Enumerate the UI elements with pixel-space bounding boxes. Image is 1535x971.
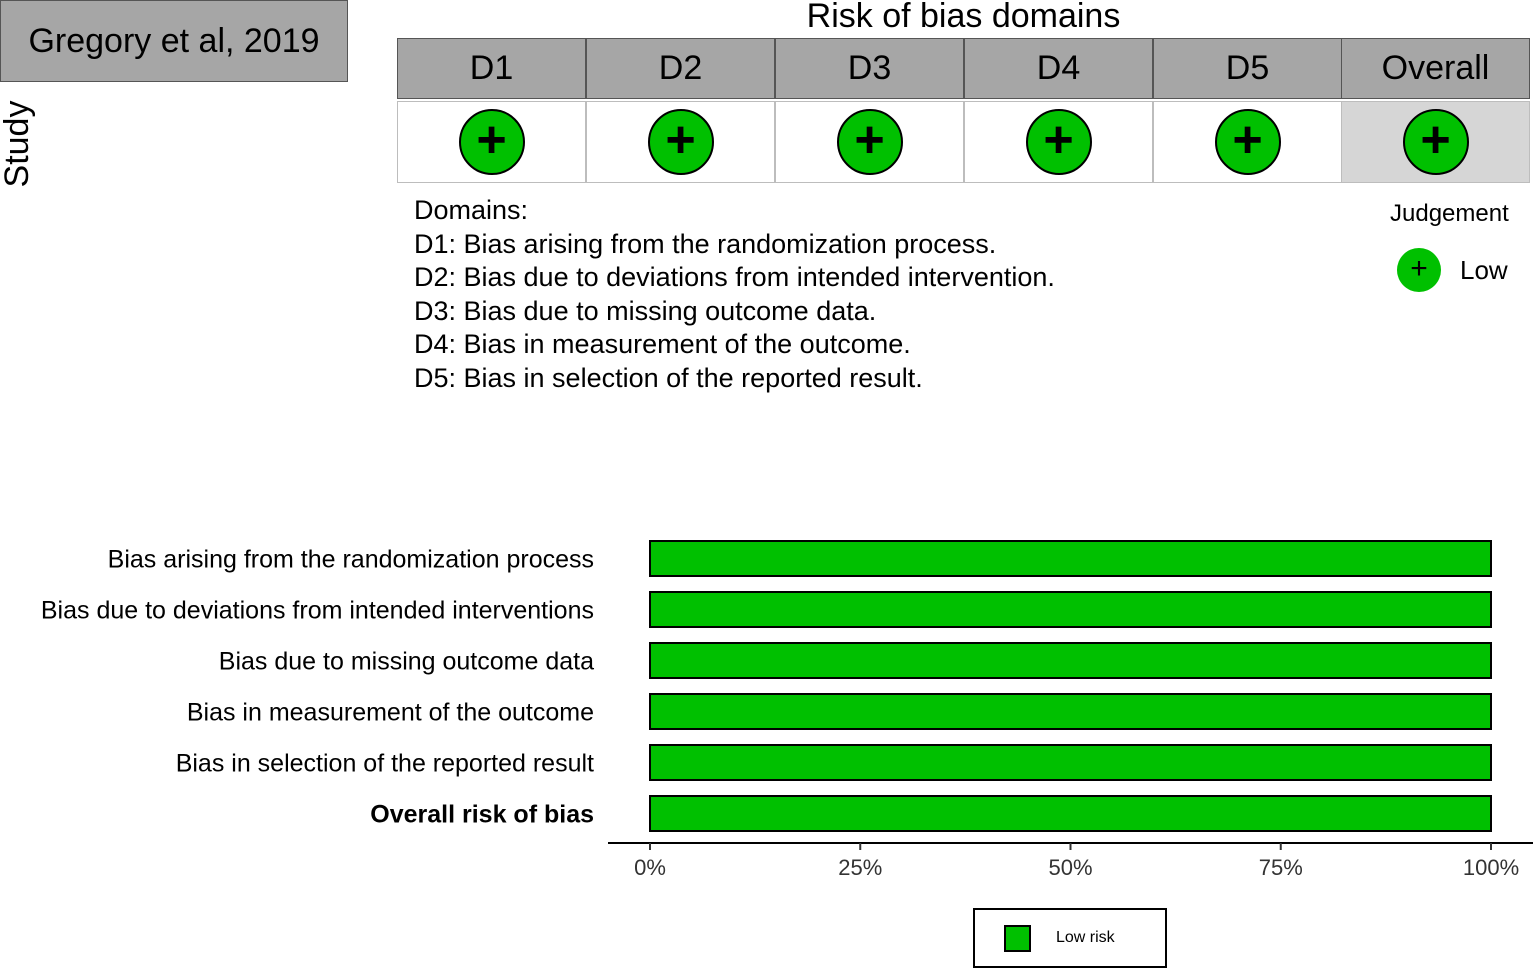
low-risk-icon: + — [836, 109, 903, 175]
judgement-legend-label: Low — [1460, 255, 1508, 285]
category-label: Bias due to deviations from intended int… — [41, 597, 594, 625]
judgement-cell-d1: + — [397, 101, 586, 183]
study-axis-label: Study — [0, 100, 36, 188]
domain-description: D4: Bias in measurement of the outcome. — [414, 329, 911, 360]
low-risk-legend-label: Low risk — [1056, 929, 1115, 946]
judgement-cell-d5: + — [1153, 101, 1342, 183]
low-risk-icon: + — [1025, 109, 1092, 175]
x-tick-label: 25% — [838, 855, 882, 880]
plus-symbol: + — [476, 111, 507, 169]
low-risk-icon: + — [647, 109, 714, 175]
plus-symbol: + — [1410, 251, 1428, 285]
domain-header-overall: Overall — [1341, 38, 1530, 99]
bar-low-risk — [649, 540, 1492, 577]
low-judgement-icon: + — [1397, 248, 1441, 292]
category-label: Bias arising from the randomization proc… — [108, 546, 594, 574]
bar-low-risk — [649, 642, 1492, 679]
domain-description: D2: Bias due to deviations from intended… — [414, 262, 1055, 293]
category-label: Bias in selection of the reported result — [176, 750, 594, 778]
domains-heading: Domains: — [414, 195, 529, 225]
domain-description: D5: Bias in selection of the reported re… — [414, 362, 923, 393]
summary-bar-chart: Bias arising from the randomization proc… — [41, 540, 1533, 880]
low-risk-icon: + — [1402, 109, 1469, 175]
low-risk-icon: + — [1214, 109, 1281, 175]
bar-low-risk — [649, 591, 1492, 628]
category-label: Overall risk of bias — [370, 801, 594, 829]
plus-symbol: + — [854, 111, 885, 169]
domain-description: D3: Bias due to missing outcome data. — [414, 295, 877, 326]
category-label: Bias due to missing outcome data — [219, 648, 594, 676]
plus-symbol: + — [1420, 111, 1451, 169]
bar-chart-legend — [973, 908, 1167, 968]
x-tick-label: 0% — [634, 855, 666, 880]
judgement-cell-overall: + — [1341, 101, 1530, 183]
study-name-cell: Gregory et al, 2019 — [0, 0, 348, 82]
domain-header-d4: D4 — [964, 38, 1153, 99]
domain-description: D1: Bias arising from the randomization … — [414, 228, 997, 259]
domain-header-d3: D3 — [775, 38, 964, 99]
domain-header-d1: D1 — [397, 38, 586, 99]
judgement-cell-d4: + — [964, 101, 1153, 183]
plus-symbol: + — [665, 111, 696, 169]
plus-symbol: + — [1043, 111, 1074, 169]
x-tick-label: 100% — [1463, 855, 1519, 880]
bar-low-risk — [649, 693, 1492, 730]
low-risk-icon: + — [458, 109, 525, 175]
judgement-cell-d3: + — [775, 101, 964, 183]
x-tick-label: 75% — [1259, 855, 1303, 880]
domains-legend: Domains: D1: Bias arising from the rando… — [414, 194, 1055, 396]
plus-symbol: + — [1232, 111, 1263, 169]
bar-low-risk — [649, 744, 1492, 781]
x-tick-label: 50% — [1048, 855, 1092, 880]
traffic-light-title: Risk of bias domains — [806, 0, 1121, 35]
category-label: Bias in measurement of the outcome — [187, 699, 594, 727]
judgement-cell-d2: + — [586, 101, 775, 183]
domain-header-d5: D5 — [1153, 38, 1342, 99]
domain-header-d2: D2 — [586, 38, 775, 99]
low-risk-swatch — [1004, 925, 1031, 952]
judgement-legend-title: Judgement — [1390, 200, 1509, 227]
bar-low-risk — [649, 795, 1492, 832]
